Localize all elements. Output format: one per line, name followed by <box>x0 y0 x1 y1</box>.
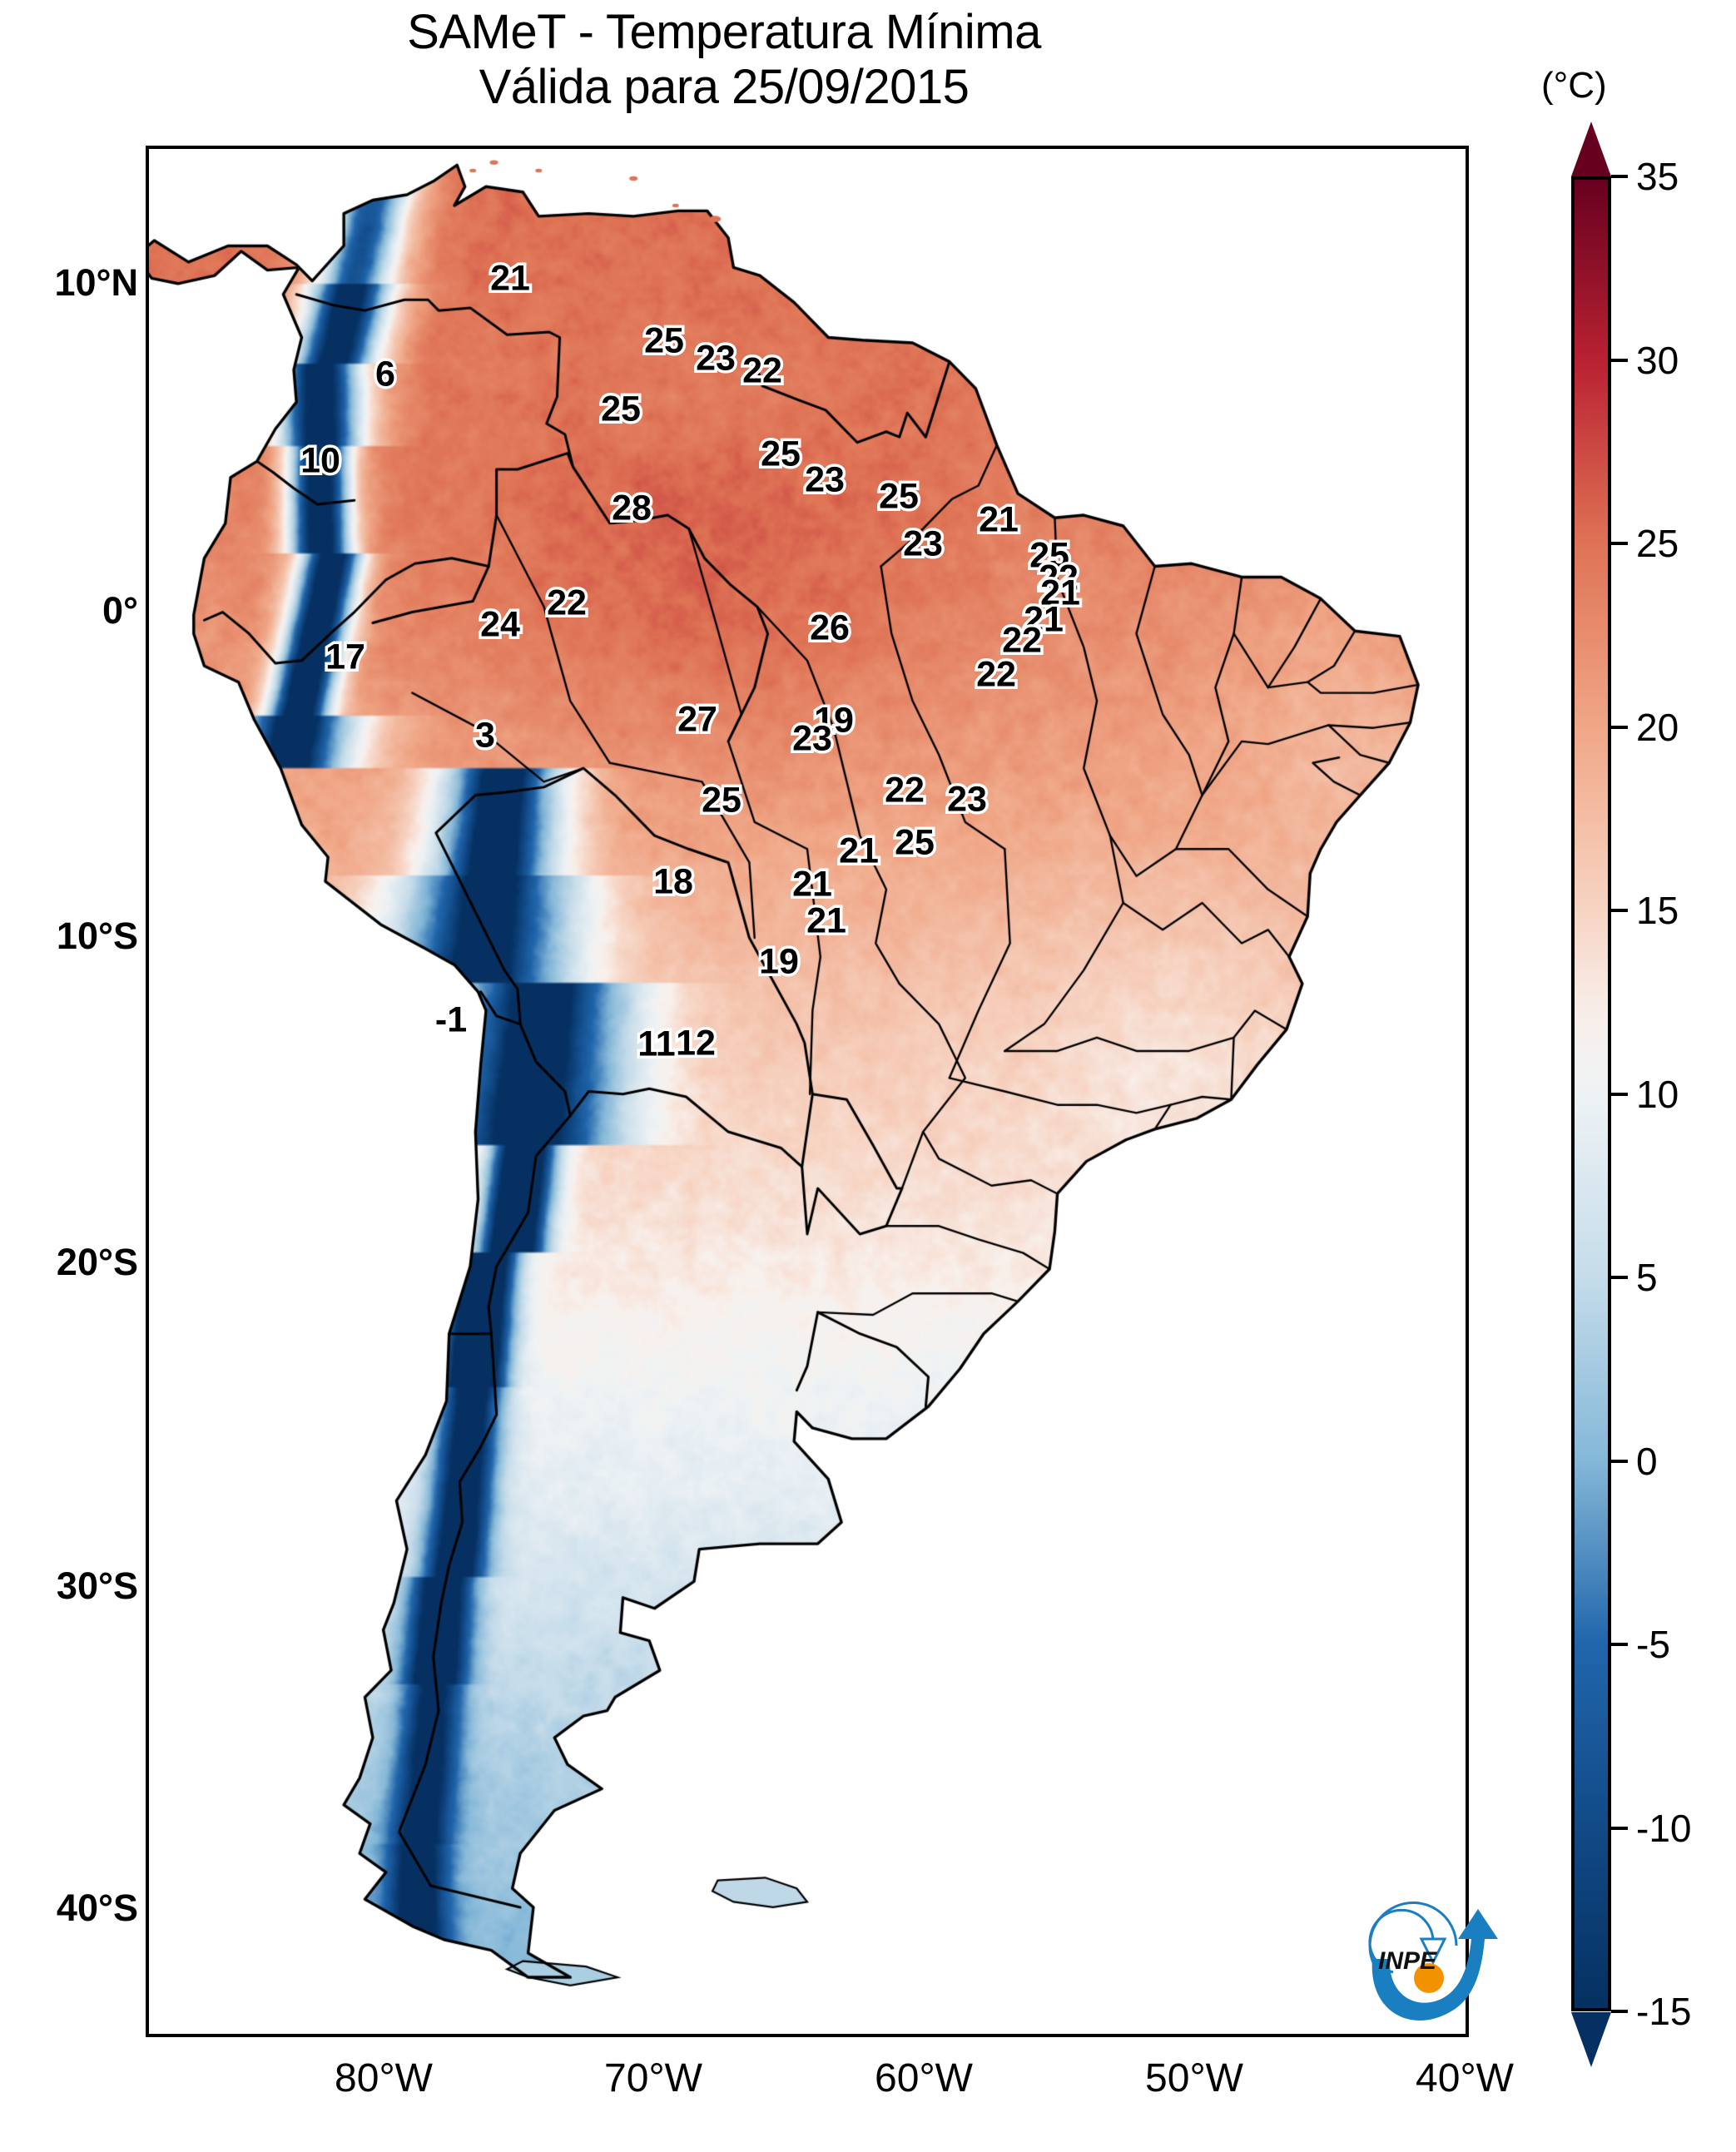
colorbar-tick <box>1611 1826 1628 1830</box>
logo-orange-dot <box>1414 1963 1444 1993</box>
colorbar-tick-label: 30 <box>1636 338 1679 382</box>
lon-tick-label: 40°W <box>1416 2056 1514 2100</box>
colorbar-tick-label: 0 <box>1636 1439 1658 1483</box>
colorbar-unit-label: (°C) <box>1541 65 1607 106</box>
colorbar-tick <box>1611 175 1628 178</box>
map-plot-area[interactable]: 21 6 25 23 22 25 10 25 23 25 28 21 23 25 22 21 22 21 24 26 2… <box>146 146 1469 2037</box>
inpe-logo: INPE <box>1332 1879 1515 2058</box>
title-line-1: SAMeT - Temperatura Mínima <box>407 5 1041 59</box>
temperature-heatmap <box>149 149 1466 2034</box>
lat-tick-label: 0° <box>102 589 138 632</box>
colorbar-extend-arrow-bottom <box>1571 2012 1611 2067</box>
colorbar-tick-label: -10 <box>1636 1806 1692 1850</box>
lat-tick-label: 40°S <box>56 1887 138 1929</box>
logo-text: INPE <box>1378 1947 1437 1975</box>
logo-big-swoosh <box>1371 1909 1498 2021</box>
lon-tick-label: 80°W <box>335 2056 433 2100</box>
logo-arrow-head-down <box>1419 1937 1447 1966</box>
colorbar-tick <box>1611 542 1628 545</box>
longitude-axis: 80°W 70°W 60°W 50°W 40°W <box>0 2054 1514 2145</box>
colorbar-extend-arrow-top <box>1571 121 1611 176</box>
colorbar-tick-label: 15 <box>1636 889 1679 932</box>
colorbar-tick <box>1611 1092 1628 1096</box>
latitude-axis: 10°N 0° 10°S 20°S 30°S 40°S <box>0 0 140 2152</box>
colorbar[interactable]: 35 30 25 20 15 10 5 0 -5 -10 -15 <box>1571 121 1691 2067</box>
colorbar-tick <box>1611 2010 1628 2013</box>
lat-tick-label: 10°S <box>56 915 138 957</box>
lon-tick-label: 70°W <box>604 2056 702 2100</box>
colorbar-tick <box>1611 1643 1628 1646</box>
title-line-2: Válida para 25/09/2015 <box>479 60 970 114</box>
chart-title: SAMeT - Temperatura Mínima Válida para 2… <box>0 5 1448 115</box>
colorbar-tick <box>1611 358 1628 362</box>
colorbar-tick <box>1611 725 1628 729</box>
colorbar-tick-label: 10 <box>1636 1072 1679 1116</box>
colorbar-tick-label: -15 <box>1636 1990 1692 2033</box>
colorbar-tick-label: -5 <box>1636 1623 1670 1666</box>
colorbar-tick-label: 25 <box>1636 522 1679 565</box>
colorbar-tick <box>1611 1276 1628 1279</box>
lon-tick-label: 60°W <box>875 2056 973 2100</box>
colorbar-body <box>1571 176 1611 2011</box>
lat-tick-label: 10°N <box>54 261 138 304</box>
colorbar-tick <box>1611 1459 1628 1463</box>
colorbar-gradient <box>1575 180 1608 2008</box>
colorbar-tick-label: 35 <box>1636 155 1679 198</box>
colorbar-tick-label: 5 <box>1636 1256 1658 1299</box>
colorbar-tick <box>1611 909 1628 912</box>
lat-tick-label: 30°S <box>56 1564 138 1607</box>
logo-swoosh-circle <box>1368 1901 1458 1979</box>
colorbar-tick-label: 20 <box>1636 705 1679 749</box>
lat-tick-label: 20°S <box>56 1241 138 1283</box>
lon-tick-label: 50°W <box>1145 2056 1243 2100</box>
